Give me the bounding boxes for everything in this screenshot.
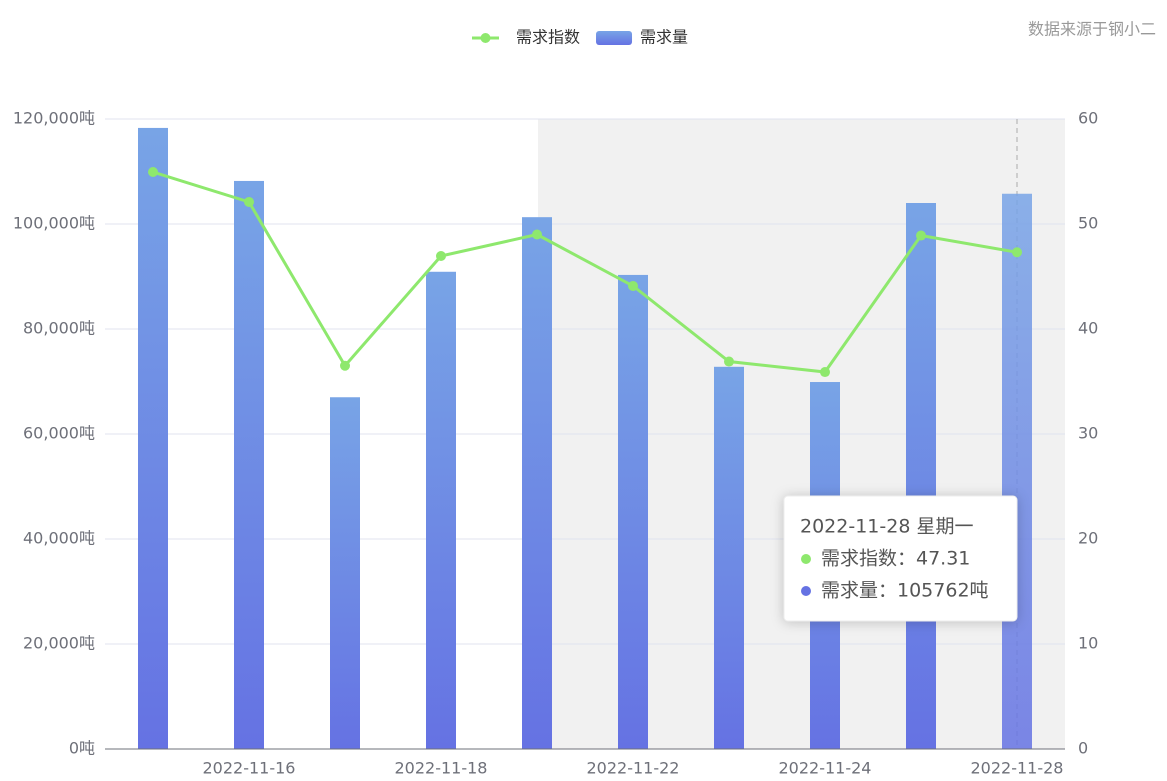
line-point	[532, 229, 542, 240]
bar	[906, 203, 936, 749]
legend-dot	[480, 33, 491, 43]
y2-tick-label: 20	[1078, 529, 1098, 548]
x-tick-label: 2022-11-28	[971, 759, 1064, 778]
y-tick-label: 40,000吨	[23, 529, 95, 548]
source-note: 数据来源于钢小二	[1028, 20, 1156, 39]
legend-box	[596, 31, 633, 45]
y2-tick-label: 60	[1078, 109, 1098, 128]
y-tick-label: 120,000吨	[13, 109, 95, 128]
x-tick-label: 2022-11-22	[587, 759, 680, 778]
line-point	[724, 356, 734, 367]
line-point	[340, 360, 350, 371]
line-point	[244, 196, 254, 207]
y2-tick-label: 0	[1078, 739, 1088, 758]
y-tick-label: 20,000吨	[23, 634, 95, 653]
x-tick-label: 2022-11-16	[203, 759, 296, 778]
line-point	[628, 280, 638, 291]
tooltip-line: 需求量：105762吨	[821, 580, 989, 602]
bar	[522, 217, 552, 750]
bar	[426, 271, 456, 749]
y-tick-label: 0吨	[69, 739, 95, 758]
bar	[138, 127, 168, 750]
line-point	[148, 167, 158, 178]
line-point	[1012, 247, 1022, 258]
bar	[714, 366, 744, 749]
x-tick-label: 2022-11-18	[395, 759, 488, 778]
tooltip-dot	[801, 586, 811, 596]
line-point	[916, 230, 926, 241]
tooltip-box	[783, 495, 1018, 622]
line	[152, 170, 1018, 374]
bar	[234, 180, 264, 749]
legend-label: 需求指数	[516, 28, 580, 47]
y2-tick-label: 40	[1078, 319, 1098, 338]
y-tick-label: 60,000吨	[23, 424, 95, 443]
y2-tick-label: 30	[1078, 424, 1098, 443]
tooltip-line: 需求指数：47.31	[821, 548, 970, 570]
x-tick-label: 2022-11-24	[779, 759, 872, 778]
bar	[618, 274, 648, 749]
legend-item[interactable]: 需求量	[596, 28, 688, 47]
y2-tick-label: 10	[1078, 634, 1098, 653]
line-point	[436, 251, 446, 262]
bar	[1002, 193, 1032, 749]
tooltip-title: 2022-11-28 星期一	[800, 516, 973, 538]
y-tick-label: 80,000吨	[23, 319, 95, 338]
legend-item[interactable]: 需求指数	[472, 28, 580, 47]
line-point	[820, 367, 830, 378]
legend-label: 需求量	[640, 28, 688, 47]
y-tick-label: 100,000吨	[13, 214, 95, 233]
y2-tick-label: 50	[1078, 214, 1098, 233]
tooltip-dot	[801, 554, 811, 564]
bar	[330, 397, 360, 749]
